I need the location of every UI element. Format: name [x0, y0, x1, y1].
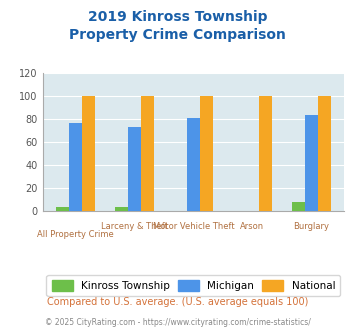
Text: Arson: Arson	[240, 222, 264, 231]
Text: All Property Crime: All Property Crime	[37, 230, 114, 239]
Bar	[115, 207, 128, 211]
Text: 2019 Kinross Township
Property Crime Comparison: 2019 Kinross Township Property Crime Com…	[69, 10, 286, 42]
Bar	[187, 117, 200, 211]
Bar	[56, 207, 69, 211]
Legend: Kinross Township, Michigan, National: Kinross Township, Michigan, National	[47, 275, 340, 296]
Bar	[69, 123, 82, 211]
Bar	[141, 96, 154, 211]
Text: Larceny & Theft: Larceny & Theft	[101, 222, 168, 231]
Bar	[82, 96, 95, 211]
Text: Motor Vehicle Theft: Motor Vehicle Theft	[153, 222, 234, 231]
Bar	[200, 96, 213, 211]
Text: Burglary: Burglary	[293, 222, 329, 231]
Text: © 2025 CityRating.com - https://www.cityrating.com/crime-statistics/: © 2025 CityRating.com - https://www.city…	[45, 318, 310, 327]
Bar	[318, 96, 331, 211]
Bar	[259, 96, 272, 211]
Bar	[292, 202, 305, 211]
Bar	[128, 127, 141, 211]
Text: Compared to U.S. average. (U.S. average equals 100): Compared to U.S. average. (U.S. average …	[47, 297, 308, 307]
Bar	[305, 115, 318, 211]
